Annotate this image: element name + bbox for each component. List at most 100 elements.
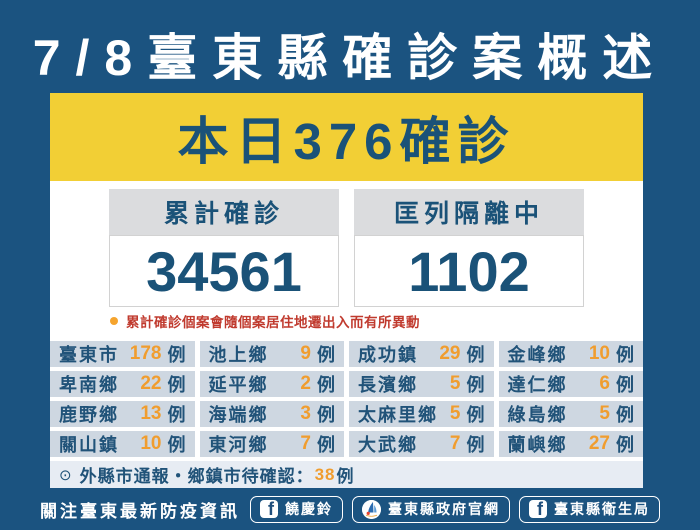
- content-panel: 本日376確診 累計確診 34561 匡列隔離中 1102 累計確診個案會隨個案…: [50, 93, 643, 488]
- footer-link-label: 臺東縣衛生局: [554, 501, 650, 517]
- facebook-icon: f: [260, 500, 278, 518]
- case-count: 7: [449, 433, 461, 454]
- table-cell: 臺東市 178 例: [50, 341, 195, 367]
- cumulative-cases-value: 34561: [109, 235, 339, 307]
- case-count: 3: [300, 403, 311, 424]
- facebook-f-glyph: f: [268, 500, 274, 518]
- case-count: 13: [140, 403, 162, 424]
- facebook-icon: f: [529, 500, 547, 518]
- table-cell: 東河鄉 7 例: [199, 431, 344, 457]
- footer-link-raojueling[interactable]: f 饒慶鈴: [250, 495, 343, 523]
- case-count: 6: [599, 373, 610, 394]
- table-cell: 大武鄉 7 例: [349, 431, 494, 457]
- footer-link-county-gov-website[interactable]: 臺東縣政府官網: [352, 495, 510, 523]
- case-count: 5: [449, 403, 461, 424]
- case-count: 27: [588, 433, 610, 454]
- bullet-dot-icon: [110, 317, 118, 325]
- case-count: 5: [449, 373, 461, 394]
- table-cell: 關山鎮 10 例: [50, 431, 195, 457]
- case-count: 2: [300, 373, 311, 394]
- town-name: 長濱鄉: [358, 375, 418, 395]
- unit-label: 例: [616, 345, 634, 365]
- town-name: 東河鄉: [208, 435, 269, 455]
- case-count: 7: [300, 433, 311, 454]
- town-name: 鹿野鄉: [59, 405, 119, 425]
- case-count: 10: [588, 343, 610, 364]
- town-name: 金峰鄉: [507, 345, 568, 365]
- facebook-f-glyph: f: [537, 500, 543, 518]
- case-count: 5: [599, 403, 610, 424]
- unit-label: 例: [167, 345, 186, 365]
- unit-label: 例: [616, 405, 634, 425]
- town-name: 臺東市: [59, 345, 119, 365]
- footer-link-label: 臺東縣政府官網: [388, 501, 500, 517]
- pending-cases-text: 外縣市通報‧鄉鎮市待確認：: [79, 467, 314, 486]
- footer-link-health-bureau[interactable]: f 臺東縣衛生局: [519, 495, 660, 523]
- pending-cases-note: ⊙ 外縣市通報‧鄉鎮市待確認： 38 例: [50, 461, 643, 488]
- town-name: 卑南鄉: [59, 375, 119, 395]
- table-row: 卑南鄉 22 例 延平鄉 2 例 長濱鄉 5 例 達仁鄉 6 例: [50, 371, 643, 397]
- township-table: 臺東市 178 例 池上鄉 9 例 成功鎮 29 例 金峰鄉 10 例 卑南鄉 22 例 延平鄉 2 例…: [50, 341, 643, 488]
- case-count: 10: [140, 433, 162, 454]
- unit-label: 例: [317, 345, 335, 365]
- town-name: 延平鄉: [208, 375, 269, 395]
- unit-label: 例: [317, 405, 335, 425]
- unit-label: 例: [167, 375, 186, 395]
- quarantine-value: 1102: [354, 235, 584, 307]
- unit-label: 例: [336, 467, 355, 486]
- unit-label: 例: [466, 345, 485, 365]
- table-cell: 成功鎮 29 例: [349, 341, 494, 367]
- case-count: 22: [140, 373, 162, 394]
- table-row: 臺東市 178 例 池上鄉 9 例 成功鎮 29 例 金峰鄉 10 例: [50, 341, 643, 367]
- case-count: 9: [300, 343, 311, 364]
- cumulative-cases-card: 累計確診 34561: [109, 189, 339, 307]
- town-name: 關山鎮: [59, 435, 119, 455]
- town-name: 達仁鄉: [507, 375, 568, 395]
- town-name: 太麻里鄉: [358, 405, 438, 425]
- case-count: 29: [439, 343, 461, 364]
- unit-label: 例: [317, 375, 335, 395]
- table-cell: 卑南鄉 22 例: [50, 371, 195, 397]
- stat-cards: 累計確診 34561 匡列隔離中 1102: [109, 189, 643, 307]
- quarantine-card: 匡列隔離中 1102: [354, 189, 584, 307]
- cumulative-note: 累計確診個案會隨個案居住地遷出入而有所異動: [110, 314, 643, 330]
- unit-label: 例: [167, 405, 186, 425]
- town-name: 池上鄉: [208, 345, 269, 365]
- footer-link-label: 饒慶鈴: [285, 501, 333, 517]
- quarantine-label: 匡列隔離中: [354, 189, 584, 235]
- table-row: 鹿野鄉 13 例 海端鄉 3 例 太麻里鄉 5 例 綠島鄉 5 例: [50, 401, 643, 427]
- town-name: 海端鄉: [208, 405, 269, 425]
- pending-cases-count: 38: [314, 464, 336, 484]
- town-name: 大武鄉: [358, 435, 418, 455]
- unit-label: 例: [167, 435, 186, 455]
- unit-label: 例: [466, 405, 485, 425]
- unit-label: 例: [466, 375, 485, 395]
- cumulative-cases-label: 累計確診: [109, 189, 339, 235]
- table-cell: 蘭嶼鄉 27 例: [498, 431, 643, 457]
- page-title: 7/8臺東縣確診案概述: [32, 30, 668, 86]
- town-name: 蘭嶼鄉: [507, 435, 568, 455]
- daily-count-banner: 本日376確診: [50, 93, 643, 181]
- unit-label: 例: [317, 435, 335, 455]
- taitung-gov-logo-icon: [362, 499, 381, 519]
- table-row: 關山鎮 10 例 東河鄉 7 例 大武鄉 7 例 蘭嶼鄉 27 例: [50, 431, 643, 457]
- table-cell: 達仁鄉 6 例: [498, 371, 643, 397]
- table-cell: 海端鄉 3 例: [199, 401, 344, 427]
- table-cell: 太麻里鄉 5 例: [349, 401, 494, 427]
- unit-label: 例: [616, 375, 634, 395]
- cumulative-note-text: 累計確診個案會隨個案居住地遷出入而有所異動: [126, 315, 420, 330]
- circled-dot-icon: ⊙: [59, 466, 73, 484]
- table-cell: 金峰鄉 10 例: [498, 341, 643, 367]
- town-name: 成功鎮: [358, 345, 418, 365]
- footer: 關注臺東最新防疫資訊 f 饒慶鈴 臺東縣政府官網 f 臺東縣衛生局: [0, 494, 700, 524]
- table-cell: 鹿野鄉 13 例: [50, 401, 195, 427]
- table-cell: 綠島鄉 5 例: [498, 401, 643, 427]
- footer-label: 關注臺東最新防疫資訊: [40, 501, 240, 521]
- unit-label: 例: [616, 435, 634, 455]
- case-count: 178: [129, 343, 162, 364]
- town-name: 綠島鄉: [507, 405, 568, 425]
- table-cell: 池上鄉 9 例: [199, 341, 344, 367]
- table-cell: 長濱鄉 5 例: [349, 371, 494, 397]
- table-cell: 延平鄉 2 例: [199, 371, 344, 397]
- unit-label: 例: [466, 435, 485, 455]
